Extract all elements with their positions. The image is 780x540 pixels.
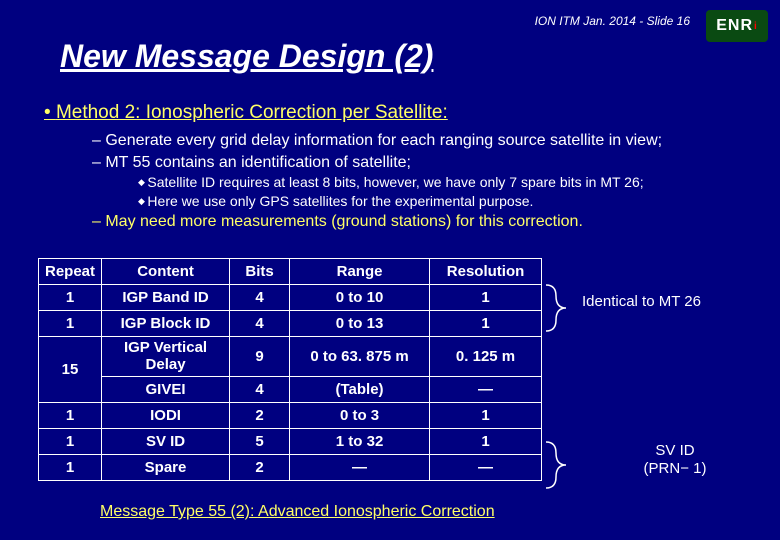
cell: 4 [230,377,290,403]
cell: 0 to 63. 875 m [290,337,430,377]
table-row: 1 IGP Band ID 4 0 to 10 1 [39,285,542,311]
cell: Spare [102,455,230,481]
cell: (Table) [290,377,430,403]
diamond-satid: Satellite ID requires at least 8 bits, h… [138,173,760,192]
table-row: 1 Spare 2 — — [39,455,542,481]
table-row: 1 SV ID 5 1 to 32 1 [39,429,542,455]
table-row: GIVEI 4 (Table) — [39,377,542,403]
cell: — [430,377,542,403]
annotation-mt26: Identical to MT 26 [582,293,752,310]
table-caption: Message Type 55 (2): Advanced Ionospheri… [100,503,495,521]
cell: 2 [230,455,290,481]
cell: 0. 125 m [430,337,542,377]
cell: 1 to 32 [290,429,430,455]
cell: 1 [430,285,542,311]
cell: 4 [230,285,290,311]
cell: 1 [39,455,102,481]
cell: 1 [39,311,102,337]
cell: GIVEI [102,377,230,403]
cell: IODI [102,403,230,429]
enri-logo: ENRi [706,10,768,42]
cell: 9 [230,337,290,377]
cell: IGP Band ID [102,285,230,311]
message-table: Repeat Content Bits Range Resolution 1 I… [38,258,542,481]
cell: 0 to 10 [290,285,430,311]
dash-generate: Generate every grid delay information fo… [92,130,760,152]
th-resolution: Resolution [430,259,542,285]
cell: 2 [230,403,290,429]
th-range: Range [290,259,430,285]
cell: 0 to 3 [290,403,430,429]
cell: 15 [39,337,102,403]
cell: 5 [230,429,290,455]
th-content: Content [102,259,230,285]
table-row: 15 IGP Vertical Delay 9 0 to 63. 875 m 0… [39,337,542,377]
brace-icon [544,283,574,333]
cell: 1 [39,285,102,311]
cell: — [430,455,542,481]
cell: 1 [430,311,542,337]
table-row: 1 IODI 2 0 to 3 1 [39,403,542,429]
table-header-row: Repeat Content Bits Range Resolution [39,259,542,285]
diamond-gps: Here we use only GPS satellites for the … [138,192,760,211]
cell: 1 [39,403,102,429]
cell: IGP Block ID [102,311,230,337]
cell: IGP Vertical Delay [102,337,230,377]
cell: — [290,455,430,481]
content-area: Method 2: Ionospheric Correction per Sat… [30,102,760,233]
slide-meta: ION ITM Jan. 2014 - Slide 16 [535,14,690,28]
dash-mt55: MT 55 contains an identification of sate… [92,152,760,174]
slide-title: New Message Design (2) [60,38,433,75]
cell: SV ID [102,429,230,455]
cell: 1 [430,403,542,429]
th-bits: Bits [230,259,290,285]
th-repeat: Repeat [39,259,102,285]
cell: 1 [430,429,542,455]
dash-measurements: May need more measurements (ground stati… [92,211,760,233]
bullet-method2: Method 2: Ionospheric Correction per Sat… [44,102,760,124]
cell: 4 [230,311,290,337]
table-row: 1 IGP Block ID 4 0 to 13 1 [39,311,542,337]
cell: 1 [39,429,102,455]
annotation-svid: SV ID(PRN− 1) [600,442,750,478]
brace-icon [544,440,574,490]
cell: 0 to 13 [290,311,430,337]
